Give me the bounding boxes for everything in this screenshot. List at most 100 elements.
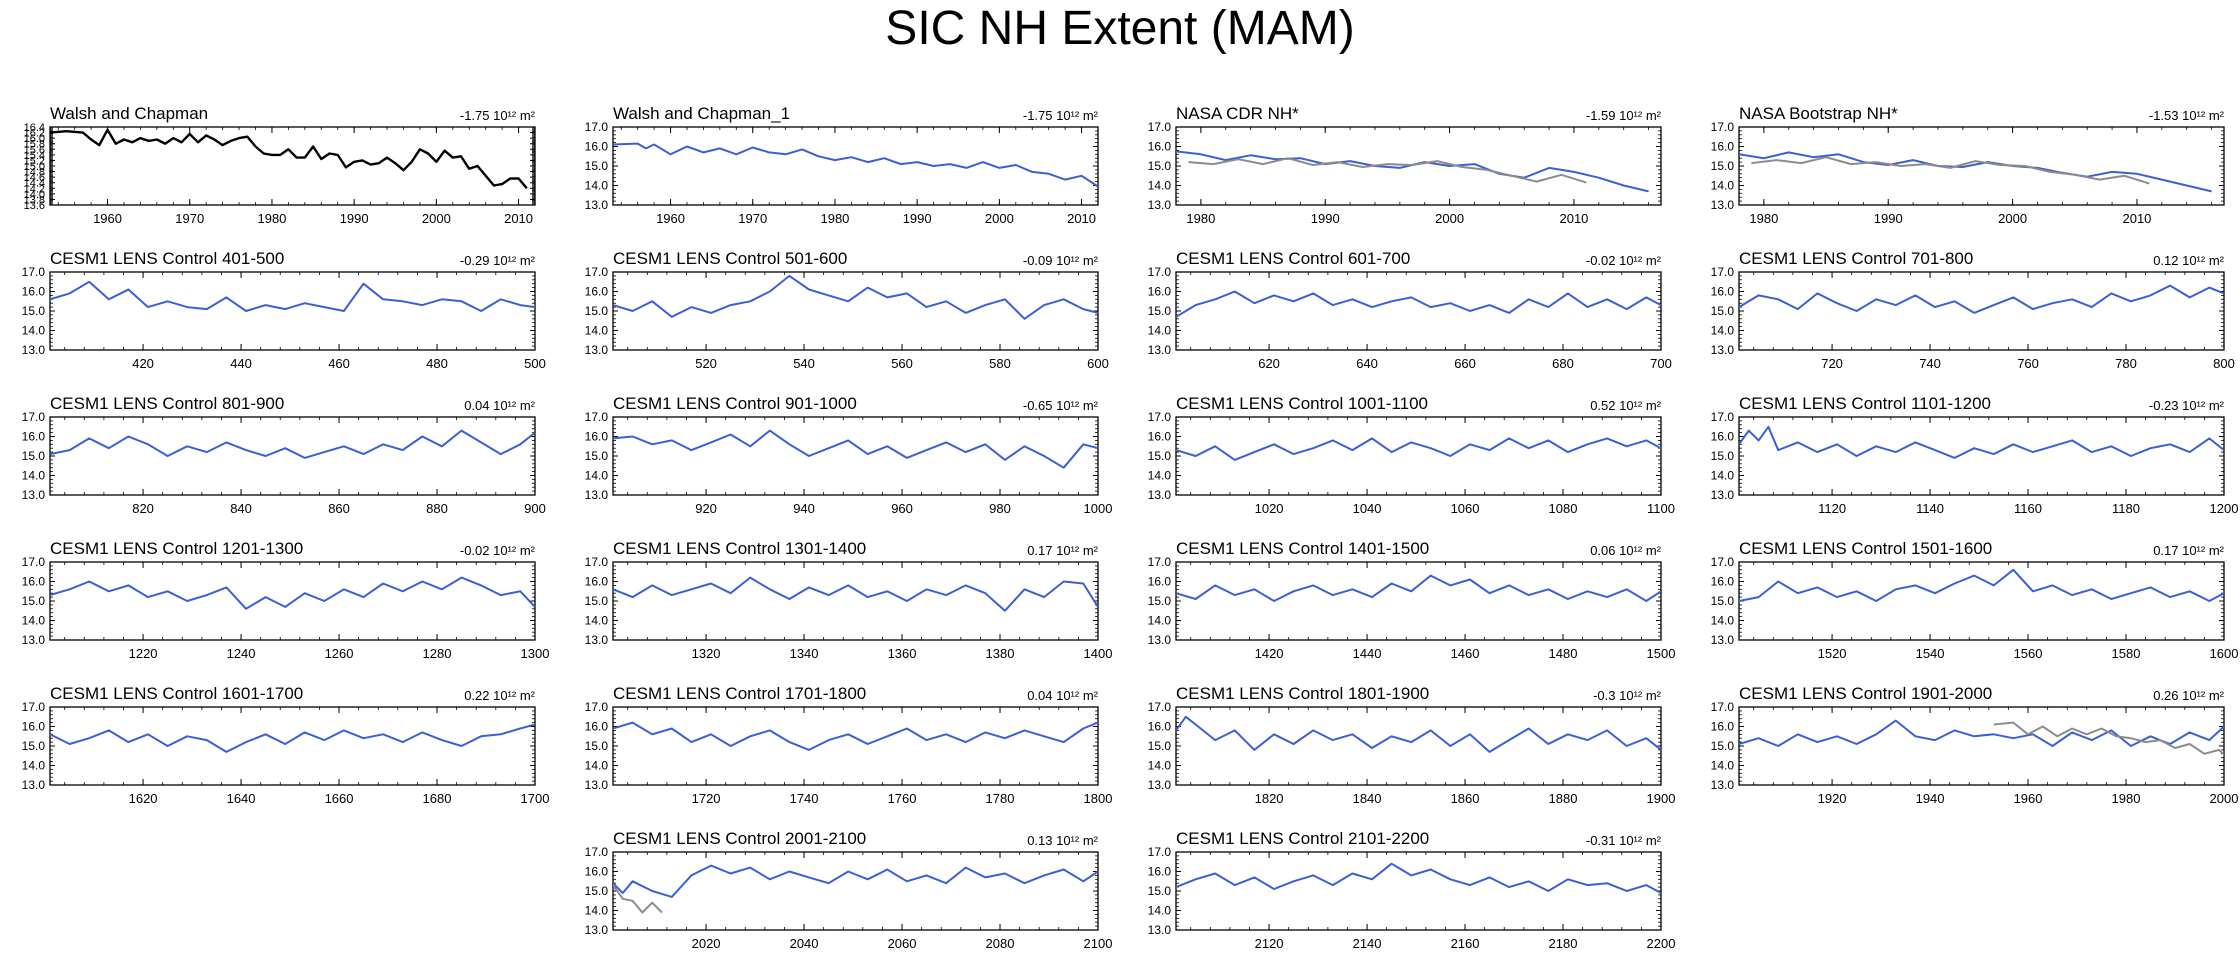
x-tick-label: 2000 bbox=[1435, 211, 1464, 226]
y-tick-label: 14.2 bbox=[24, 183, 45, 195]
figure-title: SIC NH Extent (MAM) bbox=[885, 2, 1354, 55]
plot-frame bbox=[612, 416, 1099, 496]
y-tick-label: 17.0 bbox=[22, 700, 46, 714]
panel-trend: -0.02 10¹² m² bbox=[1586, 253, 1662, 268]
panel-title: CESM1 LENS Control 701-800 bbox=[1739, 249, 1973, 268]
chart-panel: CESM1 LENS Control 1401-1500 0.06 10¹² m²… bbox=[1148, 539, 1676, 661]
panel-trend: 0.52 10¹² m² bbox=[1590, 398, 1661, 413]
y-tick-label: 14.0 bbox=[22, 469, 46, 483]
plot-frame bbox=[1738, 706, 2225, 786]
y-tick-label: 17.0 bbox=[585, 410, 609, 424]
chart-panel: NASA Bootstrap NH* -1.53 10¹² m² 13.0 14.0 1… bbox=[1711, 104, 2225, 226]
x-tick-label: 1720 bbox=[692, 791, 721, 806]
y-tick-label: 13.0 bbox=[1148, 778, 1172, 792]
y-tick-label: 16.0 bbox=[585, 865, 609, 879]
x-tick-label: 1260 bbox=[325, 646, 354, 661]
y-tick-label: 13.0 bbox=[1148, 198, 1172, 212]
panel-trend: -1.59 10¹² m² bbox=[1586, 108, 1662, 123]
x-tick-label: 860 bbox=[328, 501, 350, 516]
panel-title: CESM1 LENS Control 2101-2200 bbox=[1176, 829, 1429, 848]
y-tick-label: 16.4 bbox=[24, 122, 45, 134]
y-tick-label: 14.0 bbox=[22, 759, 46, 773]
y-tick-label: 16.0 bbox=[1711, 720, 1735, 734]
x-tick-label: 2000 bbox=[2210, 791, 2239, 806]
x-tick-label: 940 bbox=[793, 501, 815, 516]
y-tick-label: 14.0 bbox=[585, 179, 609, 193]
plot-frame bbox=[612, 706, 1099, 786]
x-tick-label: 1200 bbox=[2210, 501, 2239, 516]
plot-frame bbox=[1175, 706, 1662, 786]
x-tick-label: 1140 bbox=[1916, 501, 1944, 516]
y-tick-label: 16.0 bbox=[1148, 140, 1172, 154]
y-tick-label: 15.0 bbox=[22, 739, 46, 753]
y-tick-label: 16.0 bbox=[1711, 430, 1735, 444]
plot-frame bbox=[1175, 561, 1662, 641]
series-line-obs bbox=[613, 884, 663, 914]
plot-frame bbox=[49, 416, 536, 496]
x-tick-label: 1990 bbox=[903, 211, 932, 226]
x-tick-label: 720 bbox=[1821, 356, 1843, 371]
x-tick-label: 1760 bbox=[888, 791, 917, 806]
x-tick-label: 2100 bbox=[1084, 936, 1113, 951]
panel-trend: 0.04 10¹² m² bbox=[1027, 688, 1098, 703]
series-line-obs bbox=[1188, 157, 1587, 184]
y-tick-label: 14.0 bbox=[1711, 614, 1735, 628]
y-tick-label: 17.0 bbox=[22, 410, 46, 424]
x-tick-label: 2060 bbox=[888, 936, 917, 951]
y-tick-label: 16.0 bbox=[24, 133, 45, 145]
x-tick-label: 700 bbox=[1650, 356, 1672, 371]
y-tick-label: 16.0 bbox=[1711, 140, 1735, 154]
y-tick-label: 15.0 bbox=[1148, 884, 1172, 898]
x-tick-label: 1560 bbox=[2014, 646, 2043, 661]
chart-panel: Walsh and Chapman -1.75 10¹² m²13.613.814… bbox=[24, 104, 536, 226]
series-line-model bbox=[50, 576, 535, 610]
y-tick-label: 15.0 bbox=[1711, 739, 1735, 753]
chart-panel: CESM1 LENS Control 1301-1400 0.17 10¹² m²… bbox=[585, 539, 1113, 661]
y-tick-label: 13.0 bbox=[1148, 923, 1172, 937]
x-tick-label: 2080 bbox=[986, 936, 1015, 951]
panel-trend: -1.53 10¹² m² bbox=[2149, 108, 2225, 123]
y-tick-label: 15.0 bbox=[585, 884, 609, 898]
x-tick-label: 1980 bbox=[820, 211, 849, 226]
chart-panel: CESM1 LENS Control 1801-1900 -0.3 10¹² m²… bbox=[1148, 684, 1676, 806]
plot-frame bbox=[1175, 271, 1662, 351]
chart-panel: CESM1 LENS Control 601-700 -0.02 10¹² m² 1… bbox=[1148, 249, 1672, 371]
y-tick-label: 16.0 bbox=[1711, 575, 1735, 589]
y-tick-label: 13.0 bbox=[1711, 778, 1735, 792]
y-tick-label: 16.0 bbox=[1148, 720, 1172, 734]
x-tick-label: 1820 bbox=[1255, 791, 1284, 806]
x-tick-label: 2000 bbox=[422, 211, 451, 226]
y-tick-label: 15.0 bbox=[585, 304, 609, 318]
x-tick-label: 980 bbox=[989, 501, 1011, 516]
y-tick-label: 14.0 bbox=[1711, 759, 1735, 773]
x-tick-label: 1990 bbox=[1874, 211, 1903, 226]
series-line-model bbox=[1176, 150, 1649, 193]
x-tick-label: 1880 bbox=[1549, 791, 1578, 806]
plot-frame bbox=[1175, 416, 1662, 496]
panel-title: CESM1 LENS Control 401-500 bbox=[50, 249, 284, 268]
x-tick-label: 1500 bbox=[1647, 646, 1676, 661]
chart-panel: CESM1 LENS Control 1101-1200 -0.23 10¹² m… bbox=[1711, 394, 2239, 516]
series-line-model bbox=[1739, 425, 2224, 459]
x-tick-label: 1990 bbox=[340, 211, 369, 226]
y-tick-label: 13.0 bbox=[585, 343, 609, 357]
y-tick-label: 15.0 bbox=[1148, 594, 1172, 608]
panel-trend: 0.13 10¹² m² bbox=[1027, 833, 1098, 848]
y-tick-label: 17.0 bbox=[1711, 410, 1735, 424]
plot-frame bbox=[612, 851, 1099, 931]
x-tick-label: 600 bbox=[1087, 356, 1109, 371]
y-tick-label: 15.0 bbox=[1711, 304, 1735, 318]
y-tick-label: 16.0 bbox=[1148, 285, 1172, 299]
panel-title: CESM1 LENS Control 1501-1600 bbox=[1739, 539, 1992, 558]
chart-panel: CESM1 LENS Control 1201-1300 -0.02 10¹² m… bbox=[22, 539, 550, 661]
x-tick-label: 2040 bbox=[790, 936, 819, 951]
y-tick-label: 14.0 bbox=[1148, 324, 1172, 338]
y-tick-label: 17.0 bbox=[1711, 700, 1735, 714]
series-line-model bbox=[1176, 290, 1661, 318]
panel-title: CESM1 LENS Control 2001-2100 bbox=[613, 829, 866, 848]
plot-frame bbox=[49, 271, 536, 351]
x-tick-label: 680 bbox=[1552, 356, 1574, 371]
y-tick-label: 15.0 bbox=[1148, 739, 1172, 753]
y-tick-label: 15.0 bbox=[1711, 449, 1735, 463]
